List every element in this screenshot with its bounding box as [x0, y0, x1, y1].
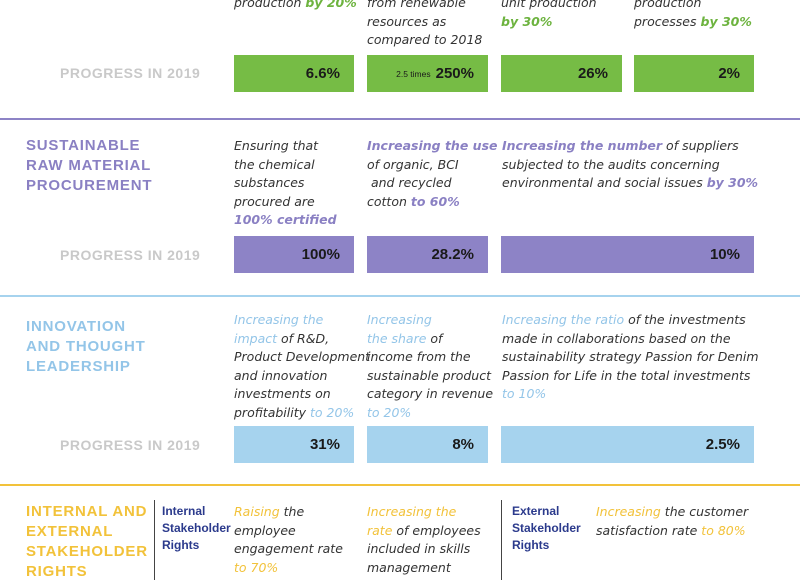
s1-col1-text: production by 20%	[234, 0, 357, 10]
s3-col3-text: Increasing the ratio of the investments …	[502, 312, 759, 401]
s1-col2-text: from renewable resources as compared to …	[367, 0, 483, 47]
s2-value-3: 10%	[501, 236, 754, 273]
section-divider-yellow	[0, 484, 800, 486]
s2-col1-text: Ensuring that the chemical substances pr…	[234, 138, 337, 227]
s2-col2-text: Increasing the use of organic, BCI and r…	[367, 138, 498, 209]
s3-value-2: 8%	[367, 426, 488, 463]
s1-col3-text: unit production by 30%	[501, 0, 597, 29]
s4-internal-label: Internal Stakeholder Rights	[162, 504, 231, 552]
s1-value-4: 2%	[634, 55, 754, 92]
s1-progress-label: PROGRESS IN 2019	[60, 65, 201, 81]
s3-value-1: 31%	[234, 426, 354, 463]
s3-progress-label: PROGRESS IN 2019	[60, 437, 201, 453]
section-divider-purple	[0, 118, 800, 120]
s1-value-1: 6.6%	[234, 55, 354, 92]
s2-title: SUSTAINABLE RAW MATERIAL PROCUREMENT	[26, 137, 153, 194]
s4-col3-text: Increasing the customer satisfaction rat…	[596, 504, 749, 538]
s4-title: INTERNAL AND EXTERNAL STAKEHOLDER RIGHTS	[26, 503, 148, 580]
section-divider-blue	[0, 295, 800, 297]
s4-col1-text: Raising the employee engagement rate to …	[234, 504, 343, 575]
s4-vline-2	[501, 500, 502, 580]
s1-value-2-prefix: 2.5 times	[396, 68, 431, 79]
s2-progress-label: PROGRESS IN 2019	[60, 247, 201, 263]
s4-vline-1	[154, 500, 155, 580]
s2-value-2: 28.2%	[367, 236, 488, 273]
s2-value-1: 100%	[234, 236, 354, 273]
s3-title: INNOVATION AND THOUGHT LEADERSHIP	[26, 318, 146, 375]
s1-value-3: 26%	[501, 55, 622, 92]
s1-col4-text: production processes by 30%	[634, 0, 752, 29]
s2-col3-text: Increasing the number of suppliers subje…	[502, 138, 759, 190]
s4-col2-text: Increasing the rate of employees include…	[367, 504, 481, 575]
s1-value-2-number: 250%	[435, 65, 474, 82]
s4-external-label: External Stakeholder Rights	[512, 504, 581, 552]
s3-value-3: 2.5%	[501, 426, 754, 463]
s3-col2-text: Increasing the share of income from the …	[367, 312, 494, 420]
s3-col1-text: Increasing the impact of R&D, Product De…	[234, 312, 371, 420]
s1-value-2: 2.5 times 250%	[367, 55, 488, 92]
